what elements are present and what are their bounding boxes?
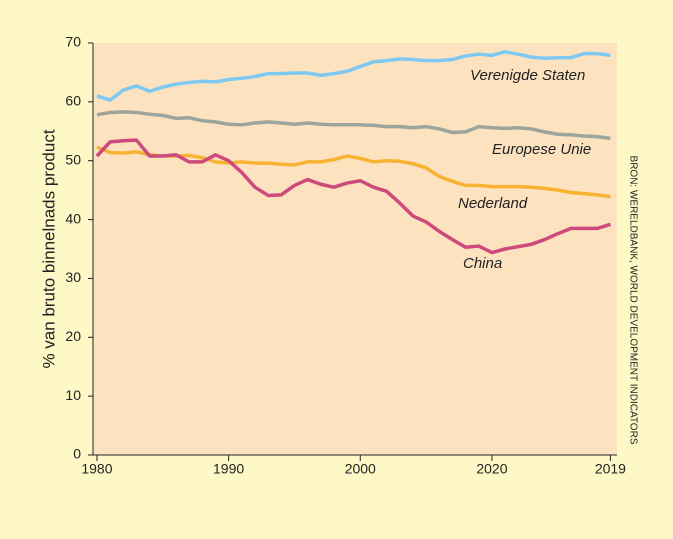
source-note: BRON: WERELDBANK, WORLD DEVELOPMENT INDI… xyxy=(627,156,638,445)
plot-area xyxy=(93,43,617,455)
y-tick-label: 70 xyxy=(65,34,81,50)
series-label: Verenigde Staten xyxy=(470,67,585,84)
series-label: Europese Unie xyxy=(492,141,591,158)
y-tick-label: 30 xyxy=(65,269,81,285)
x-tick-label: 2020 xyxy=(476,461,507,477)
y-axis-label: % van bruto binnelnads product xyxy=(39,129,58,368)
y-tick-label: 0 xyxy=(73,446,81,462)
y-tick-label: 20 xyxy=(65,328,81,344)
x-tick-label: 2000 xyxy=(345,461,376,477)
series-line xyxy=(96,110,611,141)
series-line xyxy=(96,145,611,199)
x-tick-label: 2019 xyxy=(595,461,626,477)
series-line xyxy=(95,138,611,255)
y-tick-label: 50 xyxy=(65,151,81,167)
series-line xyxy=(96,50,611,102)
x-tick-label: 1990 xyxy=(213,461,244,477)
x-tick-label: 1980 xyxy=(81,461,112,477)
y-tick-label: 40 xyxy=(65,210,81,226)
series-label: China xyxy=(463,255,502,272)
y-tick-label: 60 xyxy=(65,93,81,109)
y-tick-label: 10 xyxy=(65,387,81,403)
series-label: Nederland xyxy=(458,195,528,212)
